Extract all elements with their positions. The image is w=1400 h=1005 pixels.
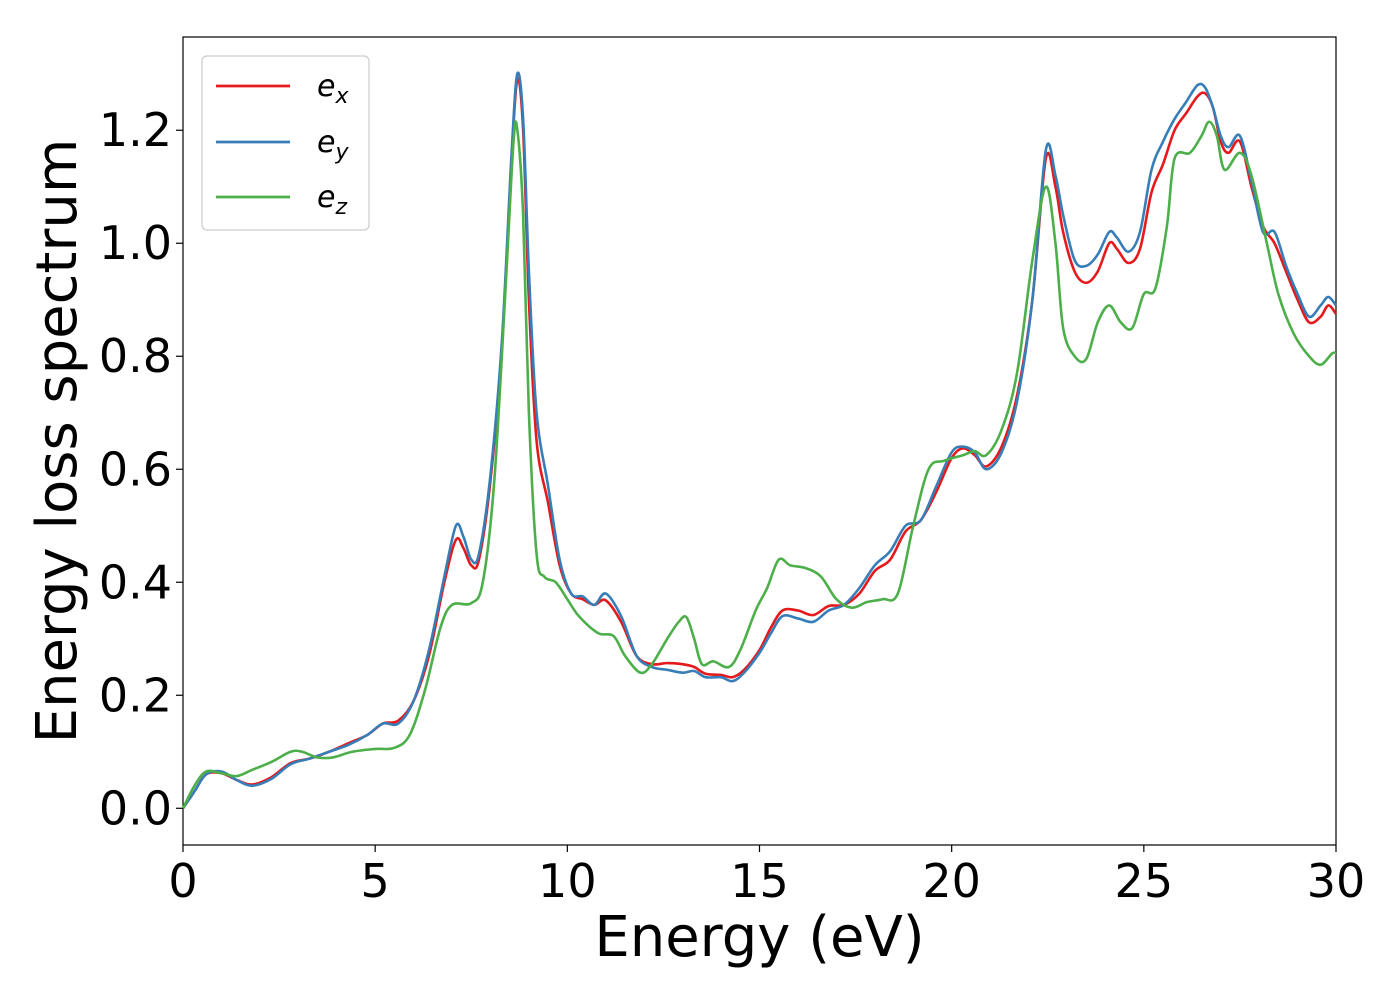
- legend-label-subscript: y: [334, 140, 349, 165]
- y-tick-label: 0.6: [99, 442, 172, 496]
- x-tick-label: 5: [361, 854, 390, 908]
- y-tick-label: 0.0: [99, 781, 172, 835]
- y-tick-label: 1.0: [99, 216, 172, 270]
- x-tick-label: 20: [922, 854, 981, 908]
- legend-label-y: ey: [317, 125, 349, 165]
- y-axis-label: Energy loss spectrum: [25, 139, 90, 744]
- x-tick-label: 0: [168, 854, 197, 908]
- legend-label-base: e: [317, 69, 335, 104]
- x-tick-label: 15: [730, 854, 789, 908]
- x-axis-ticks: 0 5 10 15 20 25 30: [168, 845, 1365, 908]
- x-tick-label: 30: [1307, 854, 1366, 908]
- y-tick-label: 0.8: [99, 329, 172, 383]
- legend-label-z: ez: [317, 180, 347, 220]
- legend-label-base: e: [317, 180, 335, 215]
- legend-label-subscript: z: [334, 195, 347, 220]
- legend-label-subscript: x: [334, 84, 349, 109]
- x-tick-label: 10: [538, 854, 597, 908]
- y-tick-label: 0.2: [99, 668, 172, 722]
- legend-label-x: ex: [317, 69, 349, 109]
- legend-label-base: e: [317, 125, 335, 160]
- y-tick-label: 0.4: [99, 555, 172, 609]
- x-axis-label: Energy (eV): [594, 905, 924, 970]
- series-line-e-y: [181, 71, 1338, 810]
- y-tick-label: 1.2: [99, 103, 172, 157]
- series-lines: [181, 71, 1338, 810]
- series-line-e-z: [181, 120, 1337, 809]
- y-axis-ticks: 0.0 0.2 0.4 0.6 0.8 1.0 1.2: [99, 103, 183, 835]
- x-tick-label: 25: [1115, 854, 1174, 908]
